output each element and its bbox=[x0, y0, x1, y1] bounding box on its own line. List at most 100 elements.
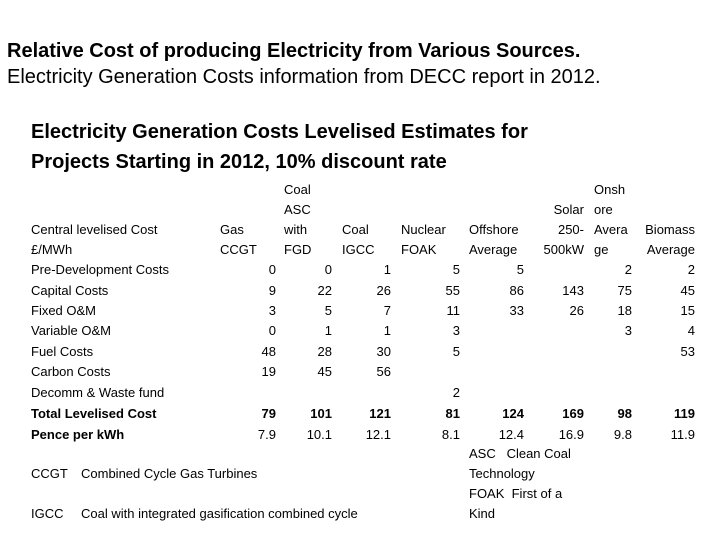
note-asc-line: Kind bbox=[469, 506, 496, 521]
table-cell: 3 bbox=[268, 303, 276, 318]
table-cell: 101 bbox=[310, 406, 332, 421]
table-cell: 2 bbox=[452, 385, 460, 400]
table-cell: 81 bbox=[445, 406, 460, 421]
subtitle-line-2: Projects Starting in 2012, 10% discount … bbox=[31, 151, 447, 173]
table-cell: 9 bbox=[268, 283, 276, 298]
table-cell: 0 bbox=[324, 262, 332, 277]
table-cell: 12.1 bbox=[365, 427, 391, 442]
table-cell: 15 bbox=[680, 303, 695, 318]
column-header-line: Coal bbox=[342, 222, 369, 237]
table-cell: 5 bbox=[324, 303, 332, 318]
column-header-line: Biomass bbox=[645, 222, 695, 237]
table-cell: 30 bbox=[376, 344, 391, 359]
table-cell: 56 bbox=[376, 364, 391, 379]
table-cell: 19 bbox=[261, 364, 276, 379]
column-header-line: ASC bbox=[284, 202, 311, 217]
table-cell: 121 bbox=[369, 406, 391, 421]
table-cell: 16.9 bbox=[558, 427, 584, 442]
table-cell: 86 bbox=[509, 283, 524, 298]
table-cell: 5 bbox=[452, 344, 460, 359]
table-subtitle: Electricity Generation Costs Levelised E… bbox=[31, 117, 671, 177]
table-cell: 79 bbox=[261, 406, 276, 421]
column-header-line: IGCC bbox=[342, 242, 375, 257]
column-header-line: with bbox=[284, 222, 308, 237]
table-cell: 10.1 bbox=[306, 427, 332, 442]
column-header: Solar 250- 500kW bbox=[544, 200, 584, 260]
table-cell: 28 bbox=[317, 344, 332, 359]
table-cell: 98 bbox=[617, 406, 632, 421]
table-cell: 1 bbox=[383, 262, 391, 277]
column-header: Coal IGCC bbox=[342, 220, 375, 260]
table-cell: 4 bbox=[687, 323, 695, 338]
table-cell: 169 bbox=[562, 406, 584, 421]
table-cell: 26 bbox=[376, 283, 391, 298]
row-label: Pre-Development Costs bbox=[31, 262, 169, 277]
column-header: Onsh ore Avera ge bbox=[594, 180, 628, 260]
note-igcc-text: Coal with integrated gasification combin… bbox=[81, 506, 358, 521]
table-cell: 2 bbox=[687, 262, 695, 277]
row-label: Pence per kWh bbox=[31, 427, 125, 442]
column-header-line: Average bbox=[469, 242, 518, 257]
row-label: Capital Costs bbox=[31, 283, 109, 298]
table-cell: 45 bbox=[317, 364, 332, 379]
column-header-line: 250- bbox=[557, 222, 584, 237]
column-header-line: ore bbox=[594, 202, 613, 217]
column-header-line: FGD bbox=[284, 242, 312, 257]
column-header-line: CCGT bbox=[220, 242, 257, 257]
row-label: Carbon Costs bbox=[31, 364, 111, 379]
title-line-1: Relative Cost of producing Electricity f… bbox=[7, 40, 581, 62]
table-cell: 0 bbox=[268, 323, 276, 338]
table-cell: 48 bbox=[261, 344, 276, 359]
column-header-line: Avera bbox=[594, 222, 628, 237]
table-cell: 7 bbox=[383, 303, 391, 318]
table-cell: 119 bbox=[674, 406, 695, 421]
note-ccgt-abbr: CCGT bbox=[31, 466, 68, 481]
row-header-line: Central levelised Cost bbox=[31, 222, 158, 237]
note-asc-line: Technology bbox=[469, 466, 535, 481]
table-cell: 11 bbox=[446, 303, 461, 318]
table-cell: 0 bbox=[268, 262, 276, 277]
row-label: Decomm & Waste fund bbox=[31, 385, 165, 400]
column-header-line: Gas bbox=[220, 222, 244, 237]
table-cell: 143 bbox=[562, 283, 584, 298]
table-cell: 12.4 bbox=[498, 427, 524, 442]
column-header-line: Onsh bbox=[594, 182, 626, 197]
table-cell: 7.9 bbox=[257, 427, 276, 442]
table-cell: 8.1 bbox=[441, 427, 460, 442]
note-igcc: IGCC Coal with integrated gasification c… bbox=[31, 504, 358, 524]
table-cell: 3 bbox=[452, 323, 460, 338]
column-header-line: Coal bbox=[284, 182, 311, 197]
table-cell: 2 bbox=[624, 262, 632, 277]
column-header: Nuclear FOAK bbox=[401, 220, 446, 260]
row-header-line: £/MWh bbox=[31, 242, 73, 257]
note-asc-line: ASC Clean Coal bbox=[469, 446, 571, 461]
table-cell: 26 bbox=[569, 303, 584, 318]
table-cell: 5 bbox=[516, 262, 524, 277]
table-cell: 124 bbox=[502, 406, 524, 421]
column-header: Biomass Average bbox=[645, 220, 695, 260]
note-ccgt-text: Combined Cycle Gas Turbines bbox=[81, 466, 258, 481]
subtitle-line-1: Electricity Generation Costs Levelised E… bbox=[31, 121, 528, 143]
page-title: Relative Cost of producing Electricity f… bbox=[7, 38, 717, 90]
note-ccgt: CCGT Combined Cycle Gas Turbines bbox=[31, 464, 257, 484]
table-cell: 22 bbox=[317, 283, 332, 298]
column-header-line: FOAK bbox=[401, 242, 437, 257]
table-cell: 45 bbox=[680, 283, 695, 298]
row-label: Total Levelised Cost bbox=[31, 406, 157, 421]
table-cell: 33 bbox=[509, 303, 524, 318]
table-cell: 9.8 bbox=[613, 427, 632, 442]
table-cell: 11.9 bbox=[670, 427, 695, 442]
row-label: Variable O&M bbox=[31, 323, 111, 338]
note-asc-foak: ASC Clean Coal Technology FOAK First of … bbox=[469, 444, 571, 524]
table-cell: 3 bbox=[624, 323, 632, 338]
table-cell: 5 bbox=[452, 262, 460, 277]
column-header: Offshore Average bbox=[469, 220, 519, 260]
column-header: Gas CCGT bbox=[220, 220, 257, 260]
column-header-line: Solar bbox=[553, 202, 584, 217]
table-cell: 53 bbox=[680, 344, 695, 359]
title-line-2: Electricity Generation Costs information… bbox=[7, 66, 601, 88]
column-header-line: Nuclear bbox=[401, 222, 446, 237]
table-cell: 1 bbox=[324, 323, 332, 338]
note-igcc-abbr: IGCC bbox=[31, 506, 64, 521]
